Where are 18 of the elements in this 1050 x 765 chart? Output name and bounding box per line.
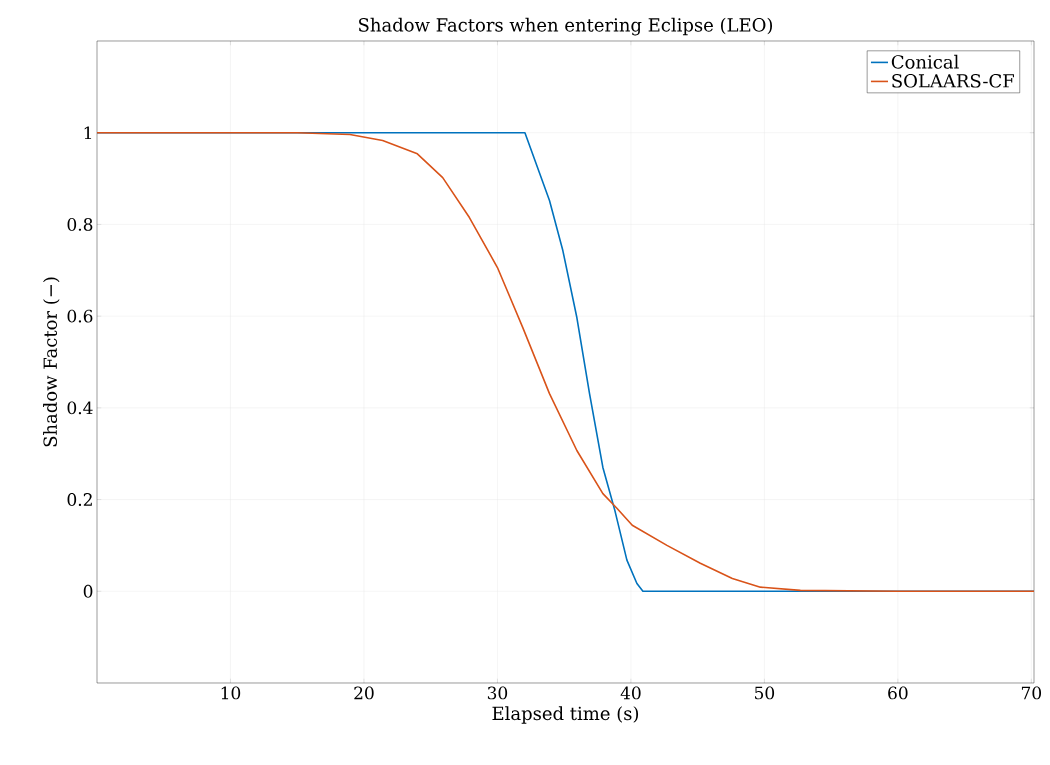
y-tick-label: 1	[84, 126, 92, 140]
chart-title: Shadow Factors when entering Eclipse (LEO)	[359, 17, 773, 36]
x-tick-label: 10	[221, 686, 241, 700]
y-tick-label: 0	[83, 584, 93, 598]
x-tick-label: 60	[888, 686, 908, 700]
legend-label: SOLAARS-CF	[892, 73, 1014, 88]
y-tick-label: 0.2	[67, 493, 92, 506]
y-tick-label: 0.8	[67, 217, 93, 231]
legend-label: Conical	[891, 54, 959, 69]
x-tick-label: 40	[620, 686, 641, 700]
x-axis-title: Elapsed time (s)	[492, 706, 639, 724]
y-tick-label: 0.4	[67, 401, 93, 415]
x-tick-label: 50	[755, 686, 775, 700]
y-tick-label: 0.6	[67, 309, 93, 323]
y-axis-title: Shadow Factor (−)	[43, 277, 60, 447]
x-tick-label: 70	[1021, 686, 1042, 700]
x-tick-label: 30	[487, 686, 508, 700]
x-tick-label: 20	[354, 686, 374, 700]
